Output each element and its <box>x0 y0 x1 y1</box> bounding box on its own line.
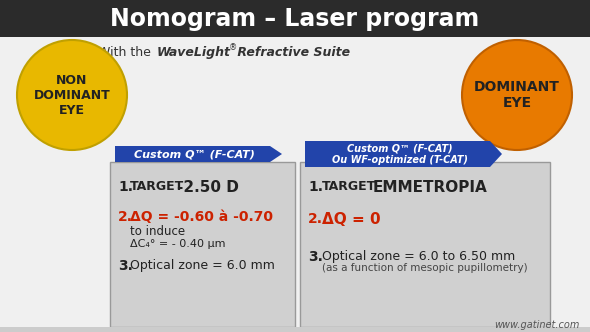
Text: Nomogram – Laser program: Nomogram – Laser program <box>110 7 480 31</box>
Text: Optical zone = 6.0 mm: Optical zone = 6.0 mm <box>130 259 275 272</box>
Text: NON
DOMINANT
EYE: NON DOMINANT EYE <box>34 73 110 117</box>
Circle shape <box>462 40 572 150</box>
Text: Custom Q™ (F-CAT)
Ou WF-optimized (T-CAT): Custom Q™ (F-CAT) Ou WF-optimized (T-CAT… <box>332 143 467 165</box>
FancyBboxPatch shape <box>110 162 295 327</box>
Text: EMMETROPIA: EMMETROPIA <box>373 180 488 195</box>
Text: 1.: 1. <box>118 180 133 194</box>
Text: WaveLight: WaveLight <box>157 45 231 58</box>
Text: Custom Q™ (F-CAT): Custom Q™ (F-CAT) <box>134 149 255 159</box>
FancyBboxPatch shape <box>300 162 550 327</box>
Text: (as a function of mesopic pupillometry): (as a function of mesopic pupillometry) <box>322 263 527 273</box>
Circle shape <box>17 40 127 150</box>
Text: ΔQ = 0: ΔQ = 0 <box>322 212 381 227</box>
Text: DOMINANT
EYE: DOMINANT EYE <box>474 80 560 110</box>
Text: ®: ® <box>229 43 237 52</box>
Text: Optical zone = 6.0 to 6.50 mm: Optical zone = 6.0 to 6.50 mm <box>322 250 515 263</box>
Text: TARGET: TARGET <box>130 180 184 193</box>
Text: TARGET: TARGET <box>322 180 376 193</box>
FancyBboxPatch shape <box>0 327 590 332</box>
Text: -2.50 D: -2.50 D <box>177 180 239 195</box>
Text: Refractive Suite: Refractive Suite <box>233 45 350 58</box>
Polygon shape <box>115 146 282 162</box>
Text: 3.: 3. <box>308 250 323 264</box>
Text: 3.: 3. <box>118 259 133 273</box>
Text: ΔQ = -0.60 à -0.70: ΔQ = -0.60 à -0.70 <box>130 210 273 224</box>
Text: ΔC₄° = - 0.40 μm: ΔC₄° = - 0.40 μm <box>130 239 225 249</box>
Polygon shape <box>305 141 502 167</box>
Text: 1.: 1. <box>308 180 323 194</box>
Text: 2.: 2. <box>308 212 323 226</box>
Text: 2.: 2. <box>118 210 133 224</box>
Text: www.gatinet.com: www.gatinet.com <box>494 320 580 330</box>
Text: With the: With the <box>98 45 155 58</box>
Text: to induce: to induce <box>130 225 185 238</box>
FancyBboxPatch shape <box>0 0 590 37</box>
